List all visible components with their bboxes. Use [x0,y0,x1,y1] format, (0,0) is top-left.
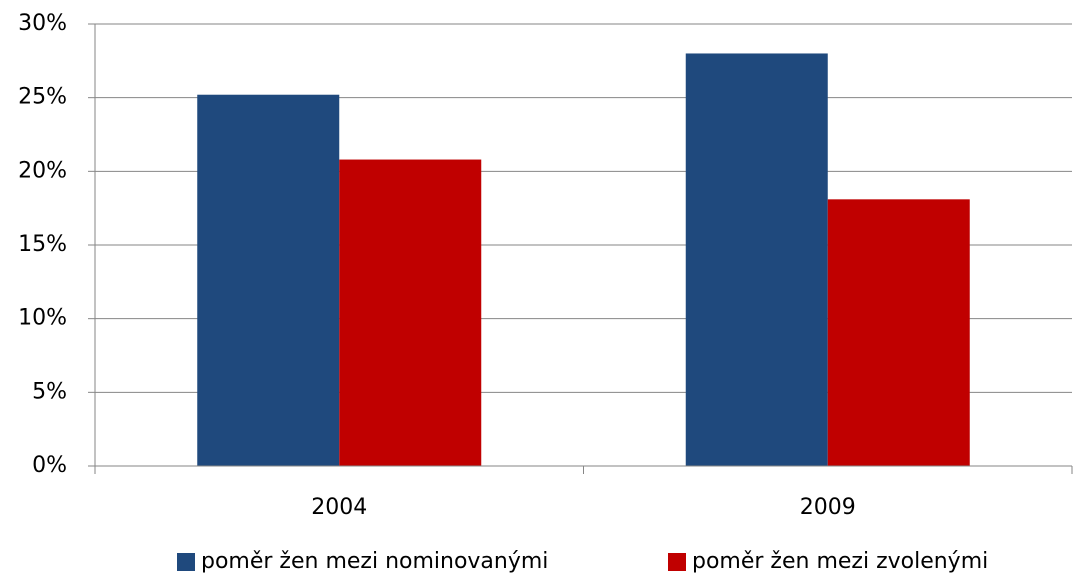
x-tick-label: 2004 [311,495,367,520]
bar [339,159,482,466]
y-tick-label: 5% [32,379,67,404]
y-tick-label: 30% [18,11,67,36]
y-tick-label: 10% [18,306,67,331]
legend-swatch [668,553,686,571]
legend-swatch [177,553,195,571]
x-tick-label: 2009 [800,495,856,520]
bar [197,94,340,466]
legend-label: poměr žen mezi zvolenými [692,549,988,574]
y-tick-label: 15% [18,232,67,257]
y-tick-label: 25% [18,85,67,110]
y-tick-label: 20% [18,158,67,183]
bar [685,53,828,466]
bar [827,199,970,466]
legend-label: poměr žen mezi nominovanými [201,549,548,574]
y-tick-label: 0% [32,453,67,478]
